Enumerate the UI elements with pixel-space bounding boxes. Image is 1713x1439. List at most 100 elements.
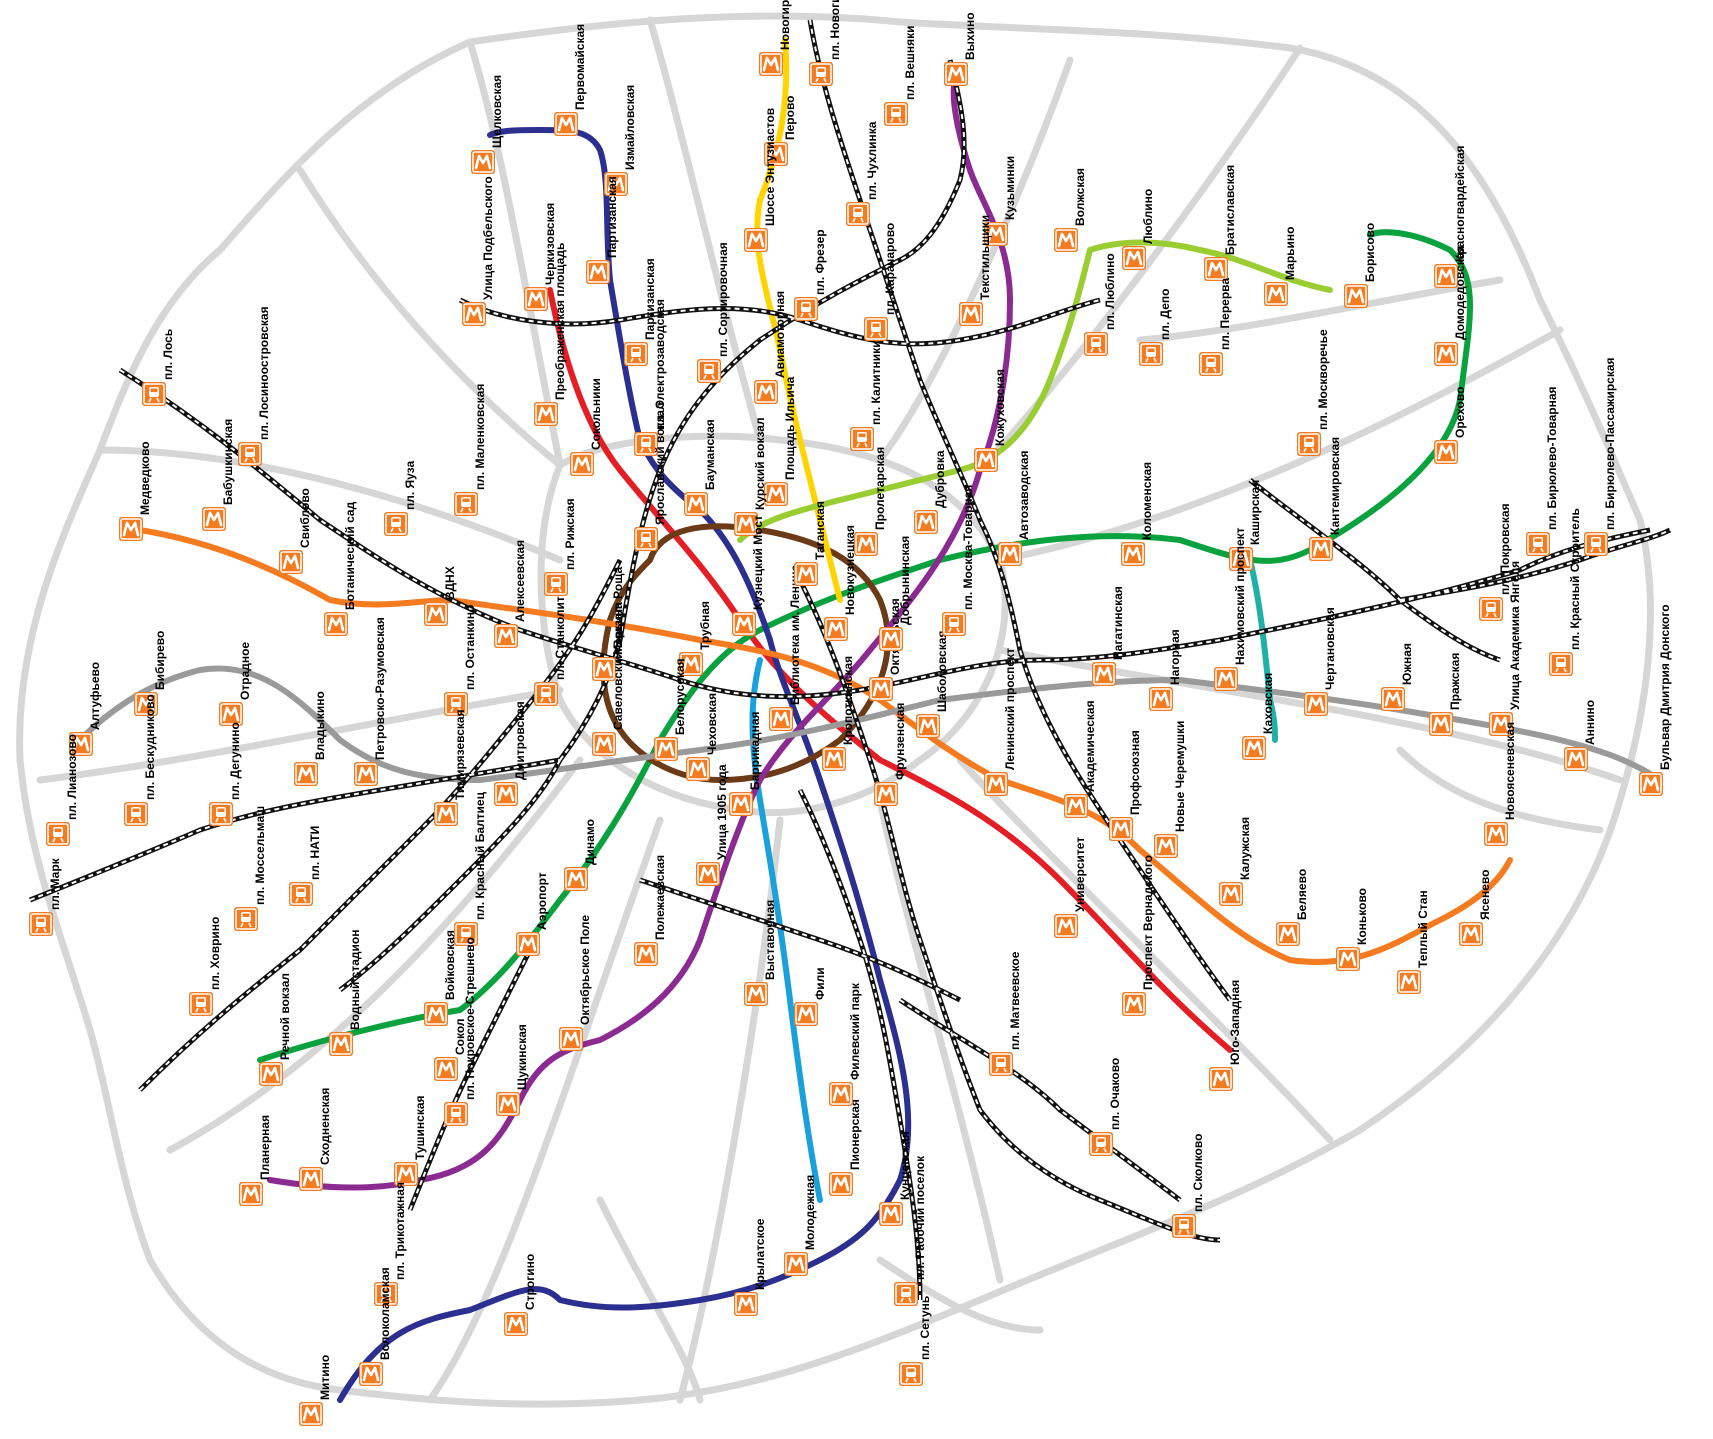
station-s122[interactable]: Речной вокзал (257, 973, 292, 1088)
station-s64[interactable]: Добрынинская (877, 536, 912, 653)
station-s47[interactable]: Теплый Стан (1395, 890, 1430, 996)
station-s51[interactable]: Новые Черемушки (1152, 721, 1187, 860)
station-s111[interactable]: Тимирязевская (432, 709, 467, 828)
station-s120[interactable]: пл. Красный Балтиец (453, 791, 487, 947)
station-s48[interactable]: Коньково (1334, 888, 1369, 973)
station-s28[interactable]: Каширская (1227, 480, 1262, 573)
station-s40[interactable]: Чертановская (1302, 607, 1337, 718)
station-s107[interactable]: Отрадное (217, 642, 252, 728)
station-s11[interactable]: Кузьминки (982, 156, 1017, 248)
station-s14[interactable]: Люблино (1120, 189, 1155, 272)
station-s30[interactable]: Автозаводская (996, 451, 1031, 568)
station-s124[interactable]: пл. Покровское-Стрешнево (443, 937, 477, 1127)
station-s22[interactable]: пл. Депо (1138, 289, 1172, 367)
station-s73[interactable]: Площадь Ильича (762, 376, 797, 508)
station-s143[interactable]: Пионерская (827, 1099, 862, 1198)
station-s08[interactable]: Шоссе Энтузиастов (742, 108, 777, 254)
station-s145[interactable]: Фили (792, 967, 827, 1028)
station-s115[interactable]: пл. Дегунино (208, 722, 242, 827)
station-s56[interactable]: Университет (1052, 837, 1087, 940)
station-s62[interactable]: Фрунзенская (872, 703, 907, 808)
station-s32[interactable]: пл. Бирюлево-Пассажирская (1583, 357, 1617, 557)
station-s101[interactable]: Медведково (117, 441, 152, 543)
station-s10[interactable]: пл. Вешняки (883, 25, 917, 127)
station-s60[interactable]: пл. Очаково (1088, 1058, 1122, 1157)
station-s142[interactable]: пл. Сетунь (898, 1296, 932, 1387)
station-s141[interactable]: пл. Рабочий поселок (893, 1155, 927, 1307)
station-s31[interactable]: пл. Бирюлево-Товарная (1525, 386, 1559, 557)
station-s106[interactable]: Бибирево (132, 631, 167, 718)
station-s104[interactable]: пл. Яуза (383, 461, 417, 537)
station-s135[interactable]: Волоколамская (357, 1267, 392, 1388)
station-s23[interactable]: пл. Перерва (1198, 278, 1232, 377)
station-s21[interactable]: пл. Люблино (1083, 253, 1117, 357)
station-s41[interactable]: Нахимовский проспект (1212, 527, 1247, 693)
station-s33[interactable]: пл. Покровская (1478, 503, 1512, 622)
station-s67[interactable]: Библиотека им. Ленина (767, 564, 802, 733)
station-s148[interactable]: Баррикадная (727, 711, 762, 818)
station-s12[interactable]: пл. Чухлинка (845, 121, 879, 227)
station-s58[interactable]: Юго-Западная (1207, 980, 1242, 1093)
station-s09[interactable]: Выхино (942, 12, 977, 88)
station-s78[interactable]: Курский вокзал (732, 417, 767, 538)
station-s59[interactable]: пл. Матвеевское (988, 951, 1022, 1077)
station-s116[interactable]: пл. Марк (28, 857, 62, 937)
station-s74[interactable]: Авиамоторная (752, 291, 787, 406)
station-s126[interactable]: Аэропорт (514, 872, 549, 958)
station-s90[interactable]: Кузнецкий Мост (730, 515, 765, 638)
station-s02[interactable]: Первомайская (552, 24, 587, 138)
station-s118[interactable]: пл. НАТИ (288, 826, 322, 907)
station-s69[interactable]: Таганская (792, 501, 827, 588)
station-s27[interactable]: Кантемировская (1307, 437, 1342, 563)
station-s119[interactable]: пл. Ховрино (188, 917, 222, 1017)
station-s121[interactable]: Водный стадион (327, 930, 362, 1058)
station-s20[interactable]: Орехово (1432, 387, 1467, 466)
station-s133[interactable]: Планерная (237, 1115, 272, 1208)
station-s85[interactable]: Улица Подбельского (460, 176, 495, 328)
station-s42[interactable]: Каховская (1240, 673, 1275, 762)
station-s13[interactable]: Волжская (1052, 168, 1087, 254)
station-s117[interactable]: пл. Моссельмаш (233, 806, 267, 932)
station-s123[interactable]: Войковская (422, 930, 457, 1028)
station-s127[interactable]: Динамо (562, 819, 597, 893)
station-s25[interactable]: Кожуховская (972, 369, 1007, 474)
station-s77[interactable]: пл. Сортировочная (696, 242, 730, 384)
station-s55[interactable]: Шаболовская (914, 631, 949, 740)
station-s79[interactable]: Бауманская (682, 419, 717, 518)
station-s17[interactable]: Борисово (1342, 223, 1377, 310)
station-s57[interactable]: Проспект Вернадского (1120, 855, 1155, 1018)
station-s44[interactable]: Нагатинская (1090, 586, 1125, 688)
station-s24[interactable]: Текстильщики (957, 215, 992, 328)
station-s50[interactable]: Калужская (1217, 817, 1252, 908)
station-s139[interactable]: Молодежная (782, 1175, 817, 1278)
station-s52[interactable]: Профсоюзная (1107, 730, 1142, 843)
station-s140[interactable]: Кунцевская (877, 1131, 912, 1228)
station-s138[interactable]: Крылатское (732, 1218, 767, 1318)
station-s35[interactable]: Улица Академика Янгеля (1487, 561, 1522, 738)
station-s03[interactable]: Измайловская (602, 85, 637, 198)
station-s137[interactable]: Строгино (502, 1254, 537, 1338)
station-s108[interactable]: Владыкино (292, 691, 327, 788)
station-s88[interactable]: Марьина Роща (590, 567, 625, 683)
station-s18[interactable]: Красногвардейская (1432, 145, 1467, 290)
station-s75[interactable]: пл. Фрезер (793, 229, 827, 322)
station-s92[interactable]: Белорусская (652, 658, 687, 763)
station-s07[interactable]: Перово (762, 95, 797, 168)
station-s70[interactable]: Пролетарская (852, 447, 887, 558)
station-s98[interactable]: Ботанический сад (322, 501, 357, 638)
station-s49[interactable]: Беляево (1274, 869, 1309, 948)
station-s76[interactable]: пл. Карачарово (863, 223, 897, 342)
station-s80[interactable]: пл. Электрозаводская (633, 299, 667, 457)
station-s26[interactable]: пл. Москворечье (1296, 329, 1330, 457)
station-s34[interactable]: пл. Красный Строитель (1548, 508, 1582, 677)
station-s128[interactable]: Полежаевская (632, 855, 667, 968)
station-s102[interactable]: пл. Лосиноостровская (237, 306, 271, 467)
station-s81[interactable]: Партизанская (623, 258, 657, 367)
station-s89[interactable]: Трубная (677, 601, 712, 678)
station-s130[interactable]: Щукинская (494, 1024, 529, 1118)
station-s61[interactable]: пл. Сколково (1171, 1134, 1205, 1239)
station-s144[interactable]: Филевский парк (827, 982, 862, 1108)
station-s84[interactable]: Черкизовская (522, 203, 557, 313)
station-s36[interactable]: Аннино (1562, 700, 1597, 773)
station-s87[interactable]: пл. Рижская (543, 498, 577, 597)
